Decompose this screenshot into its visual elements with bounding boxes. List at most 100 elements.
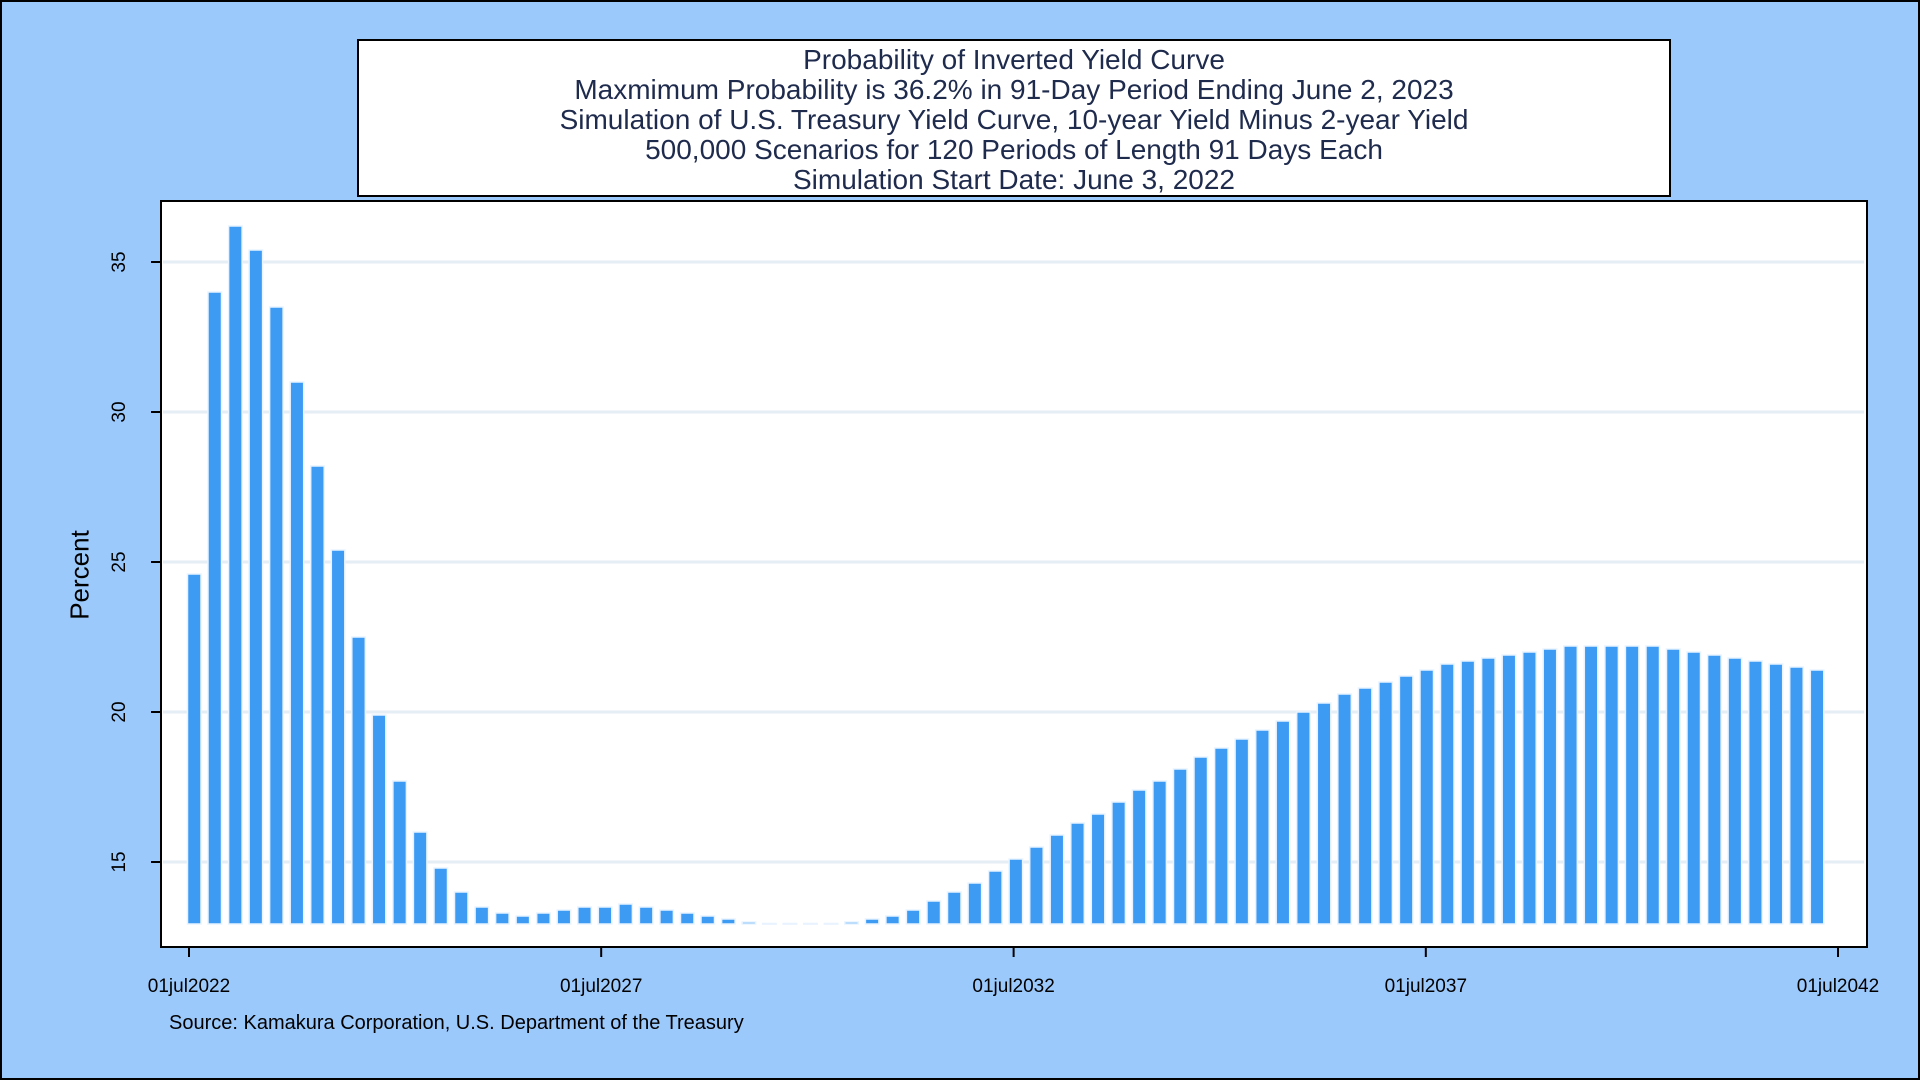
chart-title-box: Probability of Inverted Yield Curve Maxm… [357,39,1671,197]
bar [638,906,654,925]
bar [1378,681,1394,925]
y-tick-label: 25 [109,551,130,572]
bar [885,915,901,925]
bar [946,891,962,925]
bar [987,870,1003,925]
bar [967,882,983,925]
bar [1111,801,1127,925]
bar [207,291,223,925]
bar [227,225,243,925]
bar [392,780,408,925]
chart-title: Probability of Inverted Yield Curve [803,44,1225,75]
y-tick-label: 20 [109,701,130,722]
bar [659,909,675,925]
bar [412,831,428,925]
bar [1357,687,1373,925]
bar [1768,663,1784,925]
y-tick-label: 15 [109,851,130,872]
bar [1131,789,1147,925]
chart-subtitle-2: Simulation of U.S. Treasury Yield Curve,… [559,104,1469,135]
bar [1049,834,1065,925]
bar [1727,657,1743,925]
bar [1624,645,1640,925]
bar [1788,666,1804,925]
y-tick-label: 30 [109,401,130,422]
bar [741,921,757,925]
x-tick-label: 01jul2037 [1385,976,1467,997]
bar [515,915,531,925]
bar [782,922,798,925]
bar [1809,669,1825,925]
bar [1439,663,1455,925]
x-tick-label: 01jul2032 [972,976,1054,997]
bar [926,900,942,925]
bar [1686,651,1702,925]
bar [597,906,613,925]
bar [1665,648,1681,925]
bar [1090,813,1106,925]
bar [1645,645,1661,925]
bar [700,915,716,925]
bar [844,921,860,925]
x-tick-label: 01jul2042 [1797,976,1879,997]
bar [330,549,346,925]
y-axis-label: Percent [64,530,95,620]
bar [1172,768,1188,925]
bar [453,891,469,925]
bar [905,909,921,925]
bar [1316,702,1332,925]
bar [577,906,593,925]
bar [618,903,634,925]
bar [371,714,387,925]
bar [289,381,305,925]
bar [802,922,818,925]
bar [556,909,572,925]
bar [186,573,202,925]
bar [1193,756,1209,925]
plot-area [160,200,1868,948]
bar [433,867,449,925]
y-tick-label: 35 [109,251,130,272]
bar [864,918,880,925]
bar [1070,822,1086,925]
bar [1398,675,1414,925]
bar [1337,693,1353,925]
bar [1706,654,1722,925]
bar [1542,648,1558,925]
x-tick-label: 01jul2022 [148,976,230,997]
bar [351,636,367,925]
bar [494,912,510,925]
bar [1460,660,1476,925]
bar [1028,846,1044,925]
x-tick-label: 01jul2027 [560,976,642,997]
bar [1521,651,1537,925]
bar [1747,660,1763,925]
bar [1295,711,1311,925]
bar [1563,645,1579,925]
bar [823,922,839,925]
chart-subtitle-4: Simulation Start Date: June 3, 2022 [792,164,1236,195]
bar [1152,780,1168,925]
bar [1213,747,1229,925]
bar [1419,669,1435,925]
bar [1604,645,1620,925]
source-note: Source: Kamakura Corporation, U.S. Depar… [169,1012,744,1034]
bar [474,906,490,925]
chart-subtitle-1: Maxmimum Probability is 36.2% in 91-Day … [574,74,1454,105]
bar [535,912,551,925]
bar [1583,645,1599,925]
bar [761,922,777,925]
bar [1008,858,1024,925]
bar [268,306,284,925]
bar [679,912,695,925]
bar [1480,657,1496,925]
bar [248,249,264,925]
bar [720,918,736,925]
chart-subtitle-3: 500,000 Scenarios for 120 Periods of Len… [645,134,1383,165]
bar [1254,729,1270,925]
bar [309,465,325,925]
bar [1275,720,1291,925]
bar [1501,654,1517,925]
bar [1234,738,1250,925]
